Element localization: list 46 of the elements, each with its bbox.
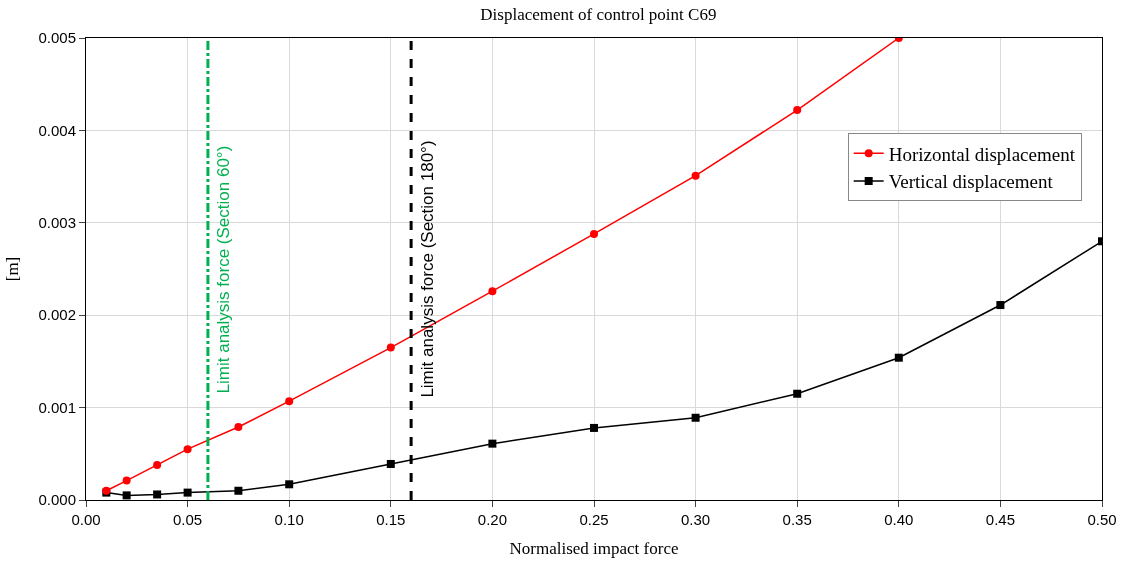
x-tick-label: 0.10 xyxy=(274,511,304,528)
x-tick-label: 0.00 xyxy=(71,511,101,528)
point xyxy=(285,480,294,489)
y-tick-label: 0.005 xyxy=(38,29,76,47)
point xyxy=(122,491,131,500)
point xyxy=(153,460,162,469)
point xyxy=(234,486,243,495)
point xyxy=(488,439,497,448)
x-tick-label: 0.50 xyxy=(1087,511,1117,528)
x-tick-label: 0.30 xyxy=(681,511,711,528)
legend-label: Horizontal displacement xyxy=(888,143,1076,165)
point xyxy=(386,343,395,352)
y-tick-label: 0.001 xyxy=(38,398,76,416)
ref-line-label: Limit analysis force (Section 180°) xyxy=(417,140,437,398)
point xyxy=(183,445,192,454)
legend-label: Vertical displacement xyxy=(888,171,1054,193)
point xyxy=(488,287,497,296)
y-tick-label: 0.002 xyxy=(38,306,76,324)
point xyxy=(285,397,294,406)
point xyxy=(793,106,802,115)
x-axis-title: Normalised impact force xyxy=(509,539,679,559)
x-tick-label: 0.40 xyxy=(884,511,914,528)
x-tick-label: 0.20 xyxy=(477,511,507,528)
y-tick-label: 0.004 xyxy=(38,121,76,139)
point xyxy=(153,490,162,499)
chart-title: Displacement of control point C69 xyxy=(480,5,717,25)
point xyxy=(234,423,243,431)
point xyxy=(386,459,395,468)
point xyxy=(691,413,700,422)
point xyxy=(793,389,802,398)
point xyxy=(590,229,598,238)
y-axis-title: [m] xyxy=(3,256,22,282)
x-tick-label: 0.15 xyxy=(376,511,406,528)
y-tick-label: 0.003 xyxy=(38,214,76,232)
x-tick-label: 0.45 xyxy=(985,511,1015,528)
point xyxy=(996,301,1005,310)
x-tick-label: 0.35 xyxy=(782,511,812,528)
point xyxy=(590,423,598,432)
y-tick-label: 0.000 xyxy=(38,491,76,509)
point xyxy=(122,476,131,485)
point xyxy=(691,171,700,180)
point xyxy=(894,353,903,362)
ref-line-label: Limit analysis force (Section 60°) xyxy=(214,145,234,394)
x-tick-label: 0.25 xyxy=(579,511,609,528)
x-tick-label: 0.05 xyxy=(173,511,203,528)
point xyxy=(183,488,192,497)
